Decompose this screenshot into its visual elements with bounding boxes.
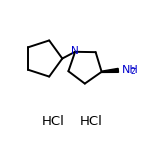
Text: 2: 2 [130, 67, 135, 76]
Text: NH: NH [122, 65, 139, 75]
Text: HCl: HCl [80, 115, 103, 128]
Polygon shape [102, 68, 118, 72]
Text: HCl: HCl [42, 115, 65, 128]
Text: N: N [71, 46, 79, 56]
